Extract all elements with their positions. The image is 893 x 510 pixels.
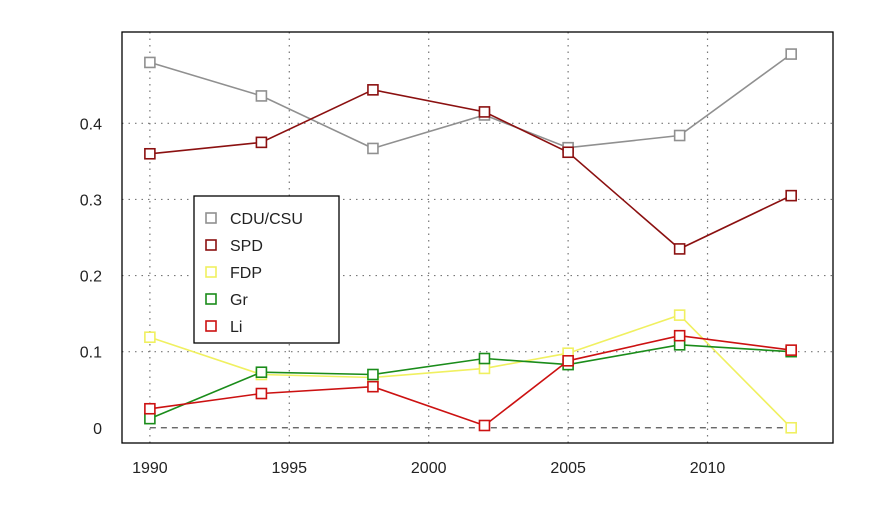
y-tick-label: 0.1 xyxy=(80,345,102,362)
legend-label: SPD xyxy=(230,238,263,255)
y-tick-label: 0.3 xyxy=(80,192,102,209)
data-point-marker xyxy=(673,243,686,255)
data-point-marker xyxy=(673,329,686,342)
y-tick-label: 0.2 xyxy=(80,269,102,286)
data-point-marker xyxy=(255,387,268,400)
series-gr xyxy=(144,339,797,425)
legend-box xyxy=(193,195,340,344)
data-point-marker xyxy=(478,362,491,375)
y-tick-label: 0 xyxy=(93,421,102,438)
legend-label: FDP xyxy=(230,265,262,282)
data-point-marker xyxy=(144,412,156,425)
data-point-marker xyxy=(144,402,156,415)
data-point-marker xyxy=(255,136,268,149)
data-point-marker xyxy=(673,309,686,321)
y-axis-ticks: 0 0.1 0.2 0.3 0.4 xyxy=(80,116,102,437)
data-point-marker xyxy=(144,147,156,160)
legend-label: Gr xyxy=(230,292,248,309)
series-lines xyxy=(144,48,797,434)
y-tick-label: 0.4 xyxy=(80,116,102,133)
data-point-marker xyxy=(785,48,797,60)
series-line xyxy=(149,343,792,420)
data-point-marker xyxy=(144,331,156,344)
data-point-marker xyxy=(144,56,156,69)
legend-marker xyxy=(205,320,217,332)
data-point-marker xyxy=(562,146,574,159)
data-point-marker xyxy=(478,419,491,432)
legend-marker xyxy=(205,266,217,278)
data-point-marker xyxy=(367,380,379,393)
data-point-marker xyxy=(367,84,379,96)
data-point-marker xyxy=(255,366,268,379)
x-tick-label: 1995 xyxy=(271,460,307,477)
series-cdu-csu xyxy=(144,48,797,155)
legend: CDU/CSU SPD FDP Gr Li xyxy=(193,195,340,344)
data-point-marker xyxy=(673,129,686,142)
x-tick-label: 1990 xyxy=(132,460,168,477)
plot-frame xyxy=(121,31,834,444)
data-point-marker xyxy=(367,142,379,155)
series-li xyxy=(144,329,797,432)
x-tick-label: 2000 xyxy=(411,460,447,477)
legend-marker xyxy=(205,293,217,305)
data-point-marker xyxy=(785,344,797,356)
data-point-marker xyxy=(255,90,268,102)
legend-label: CDU/CSU xyxy=(230,211,303,228)
legend-marker xyxy=(205,239,217,251)
series-line xyxy=(149,53,792,150)
data-point-marker xyxy=(562,354,574,367)
data-point-marker xyxy=(478,352,491,365)
legend-label: Li xyxy=(230,319,242,336)
data-point-marker xyxy=(478,106,491,118)
series-spd xyxy=(144,84,797,255)
x-tick-label: 2010 xyxy=(690,460,726,477)
data-point-marker xyxy=(785,421,797,434)
data-point-marker xyxy=(367,368,379,381)
x-tick-label: 2005 xyxy=(550,460,586,477)
x-axis-ticks: 1990 1995 2000 2005 2010 xyxy=(132,460,725,477)
data-point-marker xyxy=(785,189,797,202)
legend-marker xyxy=(205,212,217,224)
series-line xyxy=(149,334,792,427)
